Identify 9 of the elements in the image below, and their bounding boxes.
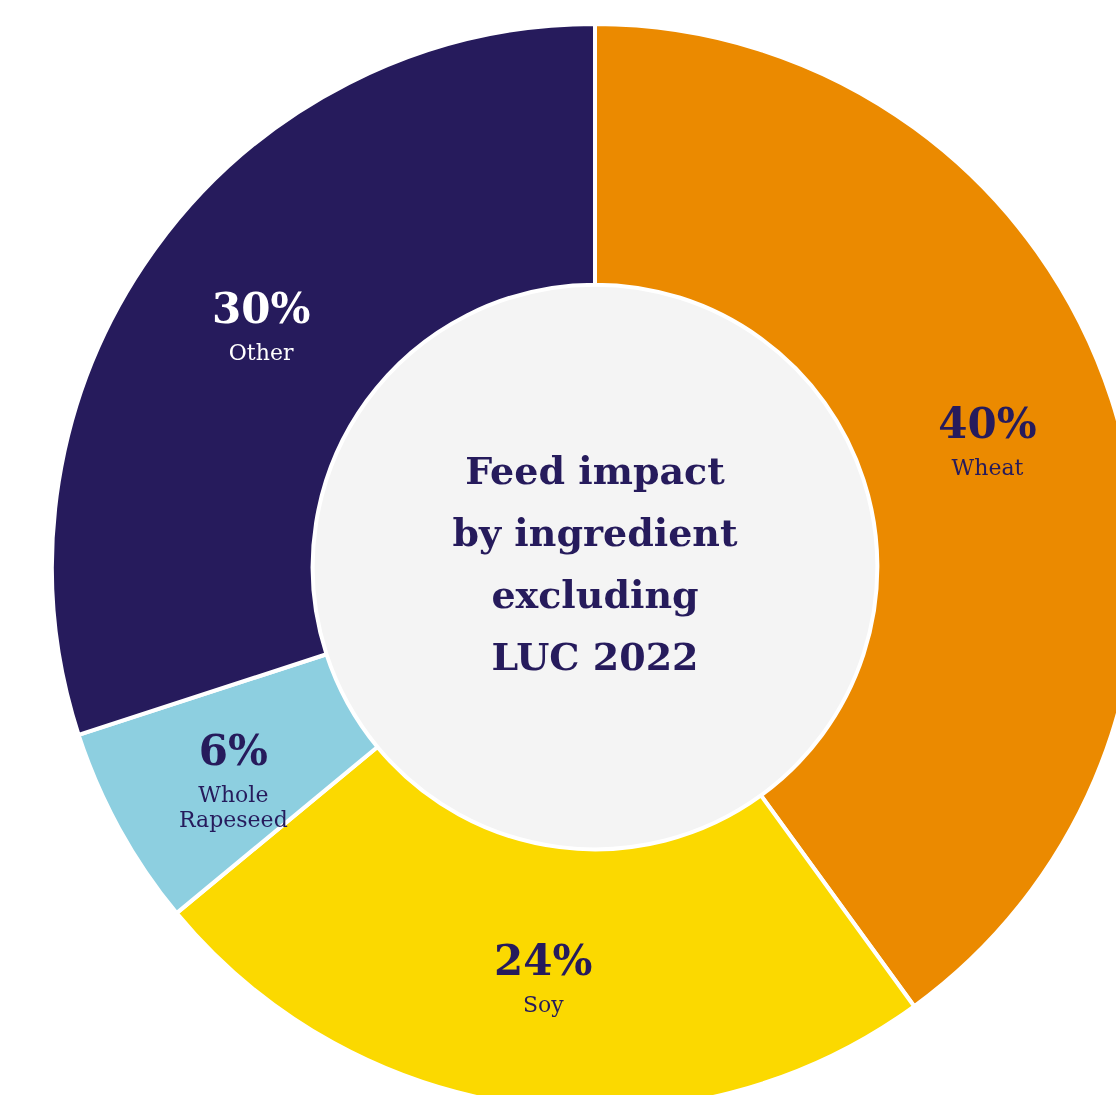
data-label: 40% (938, 399, 1037, 449)
data-label: 30% (211, 284, 311, 334)
data-label: 24% (494, 936, 593, 986)
slice-label: Soy (522, 992, 565, 1018)
text: Feed impact by ingredient excluding LUC 2022 (452, 447, 738, 679)
slice-label: Wheat (951, 455, 1024, 481)
slice-label: Other (228, 340, 294, 366)
slice-label: Whole Rapeseed (179, 781, 288, 832)
data-label: 6% (198, 725, 268, 775)
